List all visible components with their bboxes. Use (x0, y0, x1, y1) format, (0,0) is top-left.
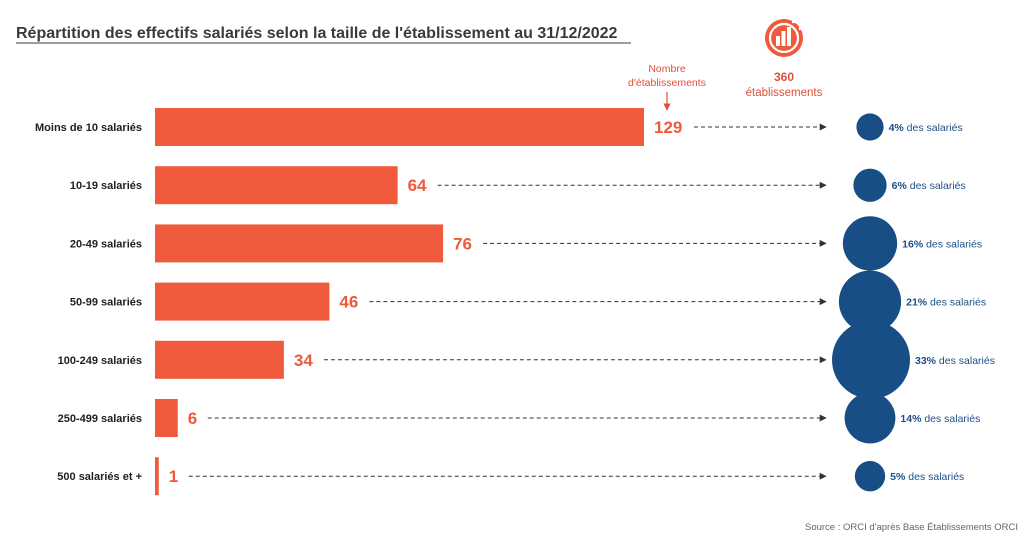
share-bubble (844, 392, 896, 444)
total-value: 360 (774, 70, 794, 84)
building-chart-icon (765, 19, 803, 57)
share-label: 33% des salariés (915, 355, 995, 367)
category-label: 20-49 salariés (70, 238, 142, 250)
share-suffix: des salariés (904, 122, 963, 134)
share-value: 33% (915, 355, 937, 367)
category-label: 10-19 salariés (70, 180, 142, 192)
bar (155, 224, 444, 263)
share-label: 21% des salariés (906, 297, 986, 309)
column-note-line-1: Nombre (648, 63, 686, 75)
bar (155, 340, 284, 379)
share-bubble (854, 461, 886, 492)
category-label: 50-99 salariés (70, 297, 142, 309)
category-label: Moins de 10 salariés (35, 122, 142, 134)
bar-value-label: 46 (339, 293, 358, 312)
share-bubble (853, 168, 887, 202)
total-label: établissements (746, 87, 823, 99)
bar-value-label: 129 (654, 118, 682, 137)
share-bubble (856, 113, 884, 141)
bar (155, 399, 178, 437)
bar (155, 166, 398, 205)
share-label: 14% des salariés (900, 413, 980, 425)
bar-value-label: 6 (188, 409, 197, 428)
source-note: Source : ORCI d'après Base Établissement… (805, 522, 1018, 533)
share-label: 6% des salariés (892, 180, 966, 192)
share-bubble (838, 270, 902, 333)
bar-value-label: 64 (408, 176, 427, 195)
category-label: 500 salariés et + (57, 471, 142, 483)
share-value: 5% (890, 471, 906, 483)
share-label: 4% des salariés (889, 122, 963, 134)
share-label: 5% des salariés (890, 471, 964, 483)
share-suffix: des salariés (907, 180, 966, 192)
share-suffix: des salariés (921, 413, 980, 425)
share-value: 4% (889, 122, 905, 134)
bar-value-label: 34 (294, 351, 313, 370)
share-value: 14% (900, 413, 922, 425)
share-bubble (842, 216, 898, 271)
share-suffix: des salariés (905, 471, 964, 483)
category-label: 250-499 salariés (58, 413, 142, 425)
bar (155, 108, 644, 146)
column-note: Nombre d'établissements (628, 63, 706, 111)
bar (155, 282, 330, 321)
share-bubble (832, 320, 910, 399)
bar-value-label: 76 (453, 234, 472, 253)
share-suffix: des salariés (923, 238, 982, 250)
bar-value-label: 1 (169, 467, 178, 486)
share-suffix: des salariés (936, 355, 995, 367)
share-label: 16% des salariés (902, 238, 982, 250)
category-label: 100-249 salariés (58, 355, 142, 367)
share-value: 16% (902, 238, 924, 250)
share-value: 21% (906, 297, 928, 309)
chart-title: Répartition des effectifs salariés selon… (16, 25, 618, 42)
column-note-line-2: d'établissements (628, 77, 706, 89)
share-value: 6% (892, 180, 908, 192)
share-suffix: des salariés (927, 297, 986, 309)
bar (155, 457, 159, 496)
chart-rows: Moins de 10 salariés 129 4% des salariés 10… (35, 108, 995, 496)
